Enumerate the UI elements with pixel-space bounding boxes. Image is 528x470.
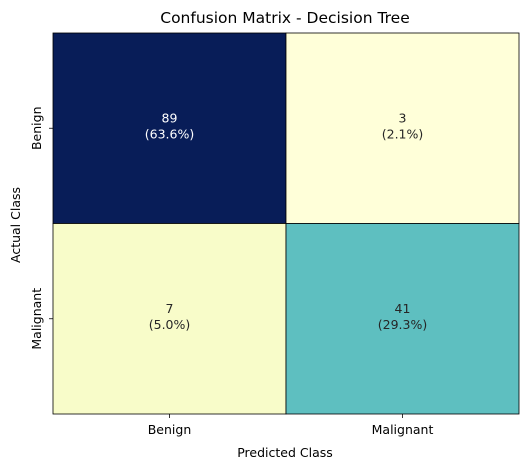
heatmap-cell-1-2 bbox=[285, 32, 520, 224]
cell-percent-label: (5.0%) bbox=[149, 317, 191, 332]
cell-percent-label: (63.6%) bbox=[145, 126, 194, 141]
x-axis-label: Predicted Class bbox=[237, 445, 333, 460]
cell-percent-label: (29.3%) bbox=[378, 317, 427, 332]
cell-count-label: 89 bbox=[162, 110, 178, 125]
y-tick-label-benign: Benign bbox=[29, 106, 44, 150]
y-axis-label: Actual Class bbox=[8, 187, 23, 263]
heatmap-cell-2-2 bbox=[285, 223, 520, 415]
x-tick-label-malignant: Malignant bbox=[372, 422, 434, 437]
cell-percent-label: (2.1%) bbox=[382, 126, 424, 141]
cell-count-label: 41 bbox=[395, 301, 411, 316]
cell-count-label: 3 bbox=[399, 110, 407, 125]
y-tick-label-malignant: Malignant bbox=[29, 288, 44, 350]
x-tick-label-benign: Benign bbox=[148, 422, 192, 437]
chart-title: Confusion Matrix - Decision Tree bbox=[160, 9, 409, 27]
cell-count-label: 7 bbox=[166, 301, 174, 316]
heatmap-cell-2-1 bbox=[52, 223, 287, 415]
heatmap-cell-1-1 bbox=[52, 32, 287, 224]
